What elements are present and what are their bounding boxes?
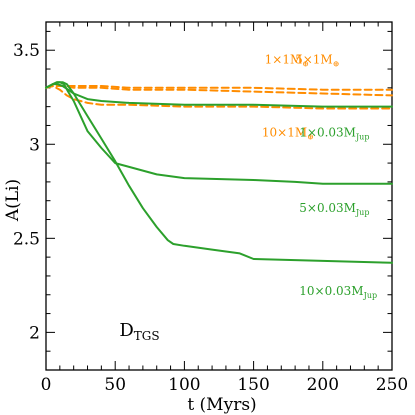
series-layer (45, 81, 393, 264)
annotation-j5-main: 5×0.03M (299, 201, 356, 215)
annotation-j5-sub: Jup (355, 208, 369, 217)
y-tick-label: 3 (29, 135, 40, 155)
x-tick-label: 150 (237, 375, 269, 395)
annotation-j10-sub: Jup (363, 291, 377, 300)
panel-label-sub: TGS (134, 329, 160, 343)
x-tick-label: 100 (168, 375, 200, 395)
x-ticks: 0 50 100 150 200 250 (41, 22, 408, 395)
series-line-earth-0 (45, 85, 393, 91)
series-line-earth-1 (45, 85, 393, 97)
annotation-j5: 5×0.03MJup (299, 201, 369, 217)
x-axis-label: t (Myrs) (187, 395, 256, 415)
annotation-j1-sub: Jup (355, 133, 369, 142)
annotation-e10-main: 10×1M (262, 126, 307, 140)
y-tick-label: 2 (29, 323, 40, 343)
series-line-jupiter-5 (45, 81, 393, 264)
annotation-e1: 1×1M⊕ (265, 52, 309, 68)
series-line-earth-2 (45, 85, 393, 110)
plot-border (45, 21, 393, 371)
x-tick-label: 200 (307, 375, 339, 395)
panel-label: DTGS (119, 320, 159, 343)
panel-label-main: D (119, 320, 133, 341)
plot-frame (45, 21, 393, 371)
y-tick-label: 2.5 (13, 229, 40, 249)
annotation-j10: 10×0.03MJup (299, 284, 377, 300)
annotation-e10-sub: ⊕ (307, 133, 314, 142)
x-tick-label: 50 (104, 375, 126, 395)
annotation-j1: 1×0.03MJup (299, 126, 369, 142)
annotation-e1-sub: ⊕ (302, 59, 309, 68)
annotation-j10-main: 10×0.03M (299, 284, 363, 298)
annotation-e10: 10×1M⊕ (262, 126, 314, 142)
y-tick-label: 3.5 (13, 41, 40, 61)
annotation-e5-sub: ⊕ (333, 59, 340, 68)
series-line-jupiter-3 (45, 83, 393, 108)
annotation-layer: 1×1M⊕5×1M⊕10×1M⊕1×0.03MJup5×0.03MJup10×0… (119, 52, 377, 343)
annotation-j1-main: 1×0.03M (299, 126, 356, 140)
x-tick-label: 0 (41, 375, 52, 395)
annotation-e5-main: 5×1M (295, 52, 333, 66)
annotation-e1-main: 1×1M (265, 52, 303, 66)
y-ticks: 2 2.5 3 3.5 (13, 30, 392, 371)
annotation-e5: 5×1M⊕ (295, 52, 339, 68)
x-tick-label: 250 (376, 375, 408, 395)
y-axis-label: A(Li) (3, 179, 23, 222)
